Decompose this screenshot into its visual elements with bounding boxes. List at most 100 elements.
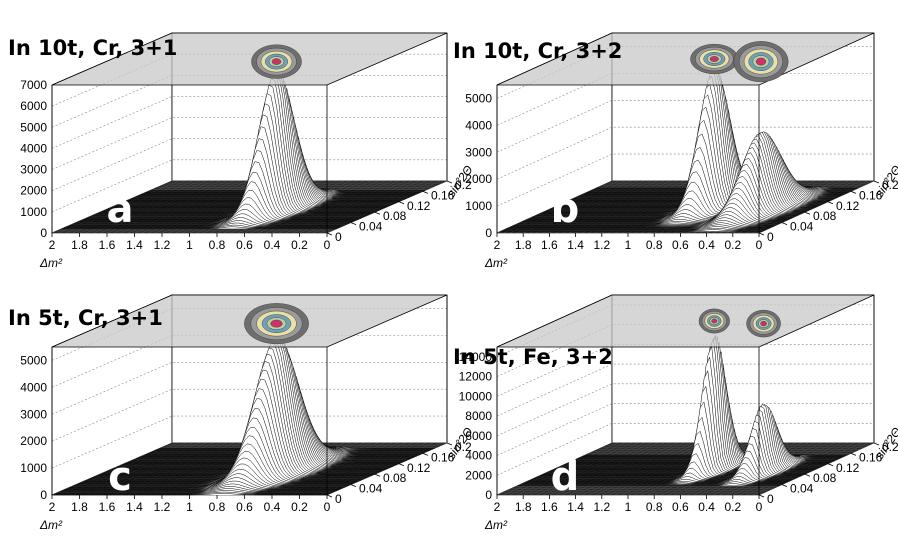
y-tick-label: 0.2 [455,440,472,454]
z-tick-label: 4000 [20,141,47,155]
y-tick [873,442,880,446]
z-tick-label: 2000 [20,434,47,448]
z-gridline [496,422,874,476]
surface-ridge-line [74,457,349,486]
surface-ridge-line [70,468,345,488]
x-tick-label: 1 [186,238,193,252]
x-tick-label: 0 [756,500,763,514]
surface-ridge-line [76,451,351,485]
surface-ridge-line [66,477,341,490]
surface-strip [506,224,769,229]
z-tick-label: 5000 [465,91,492,105]
surface-ridge-line [66,222,341,228]
x-tick-label: 1.6 [541,238,558,252]
x-tick-label: 1.8 [71,500,88,514]
surface-ridge-line [96,103,371,215]
z-tick-label: 3000 [20,407,47,421]
x-tick-label: 0 [324,500,331,514]
surface-ridge-line [518,483,781,486]
z-tick-label: 5000 [20,353,47,367]
surface [518,335,848,486]
y-tick [422,453,429,456]
z-tick-label: 3000 [465,145,492,159]
x-tick-label: 0.6 [236,238,253,252]
y-tick [827,463,834,467]
x-tick-label: 1 [186,500,193,514]
contour-ring [711,318,718,324]
y-tick [850,453,857,456]
surface-ridge-line [539,146,802,215]
y-tick-label: 0.08 [383,471,407,485]
y-axis-label: sin²2Θ [872,425,898,462]
y-tick-label: 0.12 [836,461,860,475]
surface-ridge-line [533,163,796,217]
surface-ridge-line [58,488,333,493]
surface-ridge-line [537,152,800,216]
z-gridline [496,344,874,397]
x-tick-label: 1.4 [567,500,584,514]
contour-ring [709,56,719,62]
x-tick-label: 1.4 [126,238,143,252]
z-tick-label: 6000 [465,429,492,443]
y-tick-label: 0.16 [431,450,455,464]
surface-ridge-line [92,126,367,216]
contour-ring [270,319,283,328]
x-tick-label: 1.4 [567,238,584,252]
surface-ridge-line [510,220,773,228]
x-tick-label: 1.6 [541,500,558,514]
surface-ridge-line [525,472,788,483]
y-tick [850,191,857,194]
y-tick-label: 0.04 [359,220,383,234]
surface-ridge-line [70,217,345,226]
y-tick [398,463,405,467]
y-tick [758,494,765,498]
x-tick-label: 1.8 [515,500,532,514]
y-tick-label: 0.12 [836,199,860,213]
x-tick-label: 0.2 [724,238,741,252]
y-tick [781,484,788,487]
y-tick-label: 0.04 [359,482,383,496]
x-tick-label: 0.6 [672,238,689,252]
x-tick-label: 0.4 [698,500,715,514]
surface-ridge-line [541,133,804,214]
x-tick-label: 1 [625,238,632,252]
y-tick-label: 0 [767,492,774,506]
surface-ridge-line [76,203,351,223]
x-tick-label: 0.2 [291,500,308,514]
z-tick-label: 14000 [459,350,493,364]
surface-ridge-line [80,435,355,484]
surface-ridge-line [520,481,782,485]
contour-ring [755,57,767,66]
surface-ridge-line [543,401,805,475]
z-tick-label: 1000 [465,199,492,213]
surface-ridge-line [78,443,353,484]
y-tick [326,232,333,236]
surface-strip [518,483,781,486]
panel-b: 0 1000 2000 3000 4000 5000 2 1.8 1.6 1.4 1.2 1 0.8 0.… [453,32,898,270]
y-tick-label: 0.08 [813,471,837,485]
surface-strip [520,481,782,485]
z-tick-label: 0 [485,226,492,240]
surface-ridge-line [68,220,343,227]
x-tick-label: 1.2 [154,500,171,514]
surface-ridge-line [68,473,343,489]
x-tick-label: 0.2 [724,500,741,514]
surface-ridge-line [64,480,339,491]
surface [500,67,859,232]
surface-ridge-line [550,345,813,471]
surface-ridge-line [523,476,786,484]
surface-ridge-line [516,211,779,225]
surface-ridge-line [531,457,794,480]
x-tick-label: 0.2 [291,238,308,252]
x-tick-label: 1.8 [515,238,532,252]
z-tick-label: 4000 [465,118,492,132]
surface-ridge-line [535,443,798,478]
surface-ridge-line [537,435,800,478]
y-tick-label: 0.2 [455,178,472,192]
surface-ridge-line [82,181,357,221]
surface-ridge-line [62,226,337,229]
surface [62,71,425,229]
surface-ridge-line [60,486,335,492]
surface-ridge-line [52,493,327,496]
